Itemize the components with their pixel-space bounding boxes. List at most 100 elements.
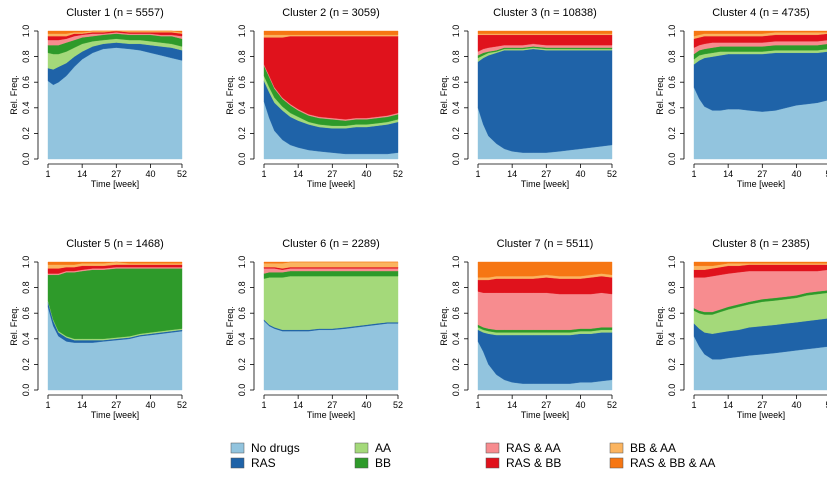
x-tick-label: 52 xyxy=(607,169,617,179)
chart-title: Cluster 2 (n = 3059) xyxy=(282,7,380,19)
area-ras-bb-aa xyxy=(47,261,183,265)
area-ras-bb-aa xyxy=(477,30,613,34)
y-tick-label: 0.6 xyxy=(21,307,31,320)
area-ras-bb-aa xyxy=(263,30,399,35)
x-tick-label: 27 xyxy=(541,169,551,179)
y-tick-label: 1.0 xyxy=(21,25,31,38)
y-tick-label: 0.4 xyxy=(21,102,31,115)
y-tick-label: 0.0 xyxy=(237,153,247,166)
y-tick-label: 0.2 xyxy=(237,358,247,371)
legend-swatch xyxy=(230,442,245,454)
y-tick-label: 0.0 xyxy=(451,384,461,397)
y-tick-label: 0.8 xyxy=(451,281,461,294)
y-tick-label: 0.2 xyxy=(667,127,677,140)
legend-item: RAS & BB xyxy=(485,456,561,470)
x-tick-label: 14 xyxy=(507,400,517,410)
legend-label: RAS & BB xyxy=(506,456,561,470)
chart-title: Cluster 1 (n = 5557) xyxy=(66,7,164,19)
x-axis-label: Time [week] xyxy=(91,179,139,189)
y-axis-label: Rel. Freq. xyxy=(655,75,665,115)
y-tick-label: 0.6 xyxy=(21,76,31,89)
area-ras xyxy=(693,51,827,112)
x-tick-label: 40 xyxy=(791,169,801,179)
x-tick-label: 52 xyxy=(177,169,187,179)
legend-swatch xyxy=(485,457,500,469)
x-tick-label: 27 xyxy=(757,400,767,410)
x-tick-label: 40 xyxy=(575,400,585,410)
x-tick-label: 52 xyxy=(177,400,187,410)
legend-label: BB xyxy=(375,456,391,470)
chart-title: Cluster 6 (n = 2289) xyxy=(282,238,380,250)
x-tick-label: 14 xyxy=(293,169,303,179)
x-axis-label: Time [week] xyxy=(307,179,355,189)
x-tick-label: 1 xyxy=(475,400,480,410)
x-tick-label: 52 xyxy=(393,400,403,410)
y-tick-label: 1.0 xyxy=(21,256,31,269)
y-tick-label: 0.2 xyxy=(21,127,31,140)
y-tick-label: 0.8 xyxy=(21,281,31,294)
x-tick-label: 1 xyxy=(691,169,696,179)
x-tick-label: 1 xyxy=(261,400,266,410)
x-tick-label: 27 xyxy=(757,169,767,179)
legend-item: RAS & AA xyxy=(485,441,561,455)
y-tick-label: 0.0 xyxy=(451,153,461,166)
y-tick-label: 0.2 xyxy=(667,358,677,371)
y-tick-label: 0.0 xyxy=(21,384,31,397)
y-tick-label: 0.6 xyxy=(451,76,461,89)
x-tick-label: 1 xyxy=(475,169,480,179)
x-tick-label: 27 xyxy=(541,400,551,410)
x-axis-label: Time [week] xyxy=(737,410,785,420)
y-tick-label: 0.0 xyxy=(667,153,677,166)
x-tick-label: 40 xyxy=(575,169,585,179)
y-tick-label: 1.0 xyxy=(451,256,461,269)
chart-panel: Cluster 1 (n = 5557) 0.0 0.2 0.4 0.6 0.8 1.0 Re… xyxy=(9,7,187,189)
y-tick-label: 1.0 xyxy=(237,256,247,269)
y-tick-label: 0.6 xyxy=(451,307,461,320)
legend-swatch xyxy=(609,442,624,454)
x-axis-label: Time [week] xyxy=(307,410,355,420)
legend-label: RAS xyxy=(251,456,276,470)
x-tick-label: 14 xyxy=(723,169,733,179)
x-tick-label: 14 xyxy=(293,400,303,410)
legend-item: BB xyxy=(354,456,391,470)
y-tick-label: 0.4 xyxy=(667,102,677,115)
legend-label: BB & AA xyxy=(630,441,676,455)
y-tick-label: 0.4 xyxy=(237,333,247,346)
y-tick-label: 0.6 xyxy=(667,76,677,89)
y-tick-label: 0.8 xyxy=(21,50,31,63)
chart-title: Cluster 4 (n = 4735) xyxy=(712,7,810,19)
y-tick-label: 0.6 xyxy=(237,307,247,320)
legend-label: No drugs xyxy=(251,441,300,455)
area-ras xyxy=(477,329,613,384)
x-tick-label: 1 xyxy=(261,169,266,179)
y-axis-label: Rel. Freq. xyxy=(225,306,235,346)
y-axis-label: Rel. Freq. xyxy=(439,306,449,346)
x-tick-label: 52 xyxy=(393,169,403,179)
x-tick-label: 14 xyxy=(507,169,517,179)
legend-swatch xyxy=(354,442,369,454)
y-tick-label: 0.8 xyxy=(237,281,247,294)
y-tick-label: 0.2 xyxy=(237,127,247,140)
y-tick-label: 0.4 xyxy=(237,102,247,115)
chart-title: Cluster 5 (n = 1468) xyxy=(66,238,164,250)
x-tick-label: 40 xyxy=(145,169,155,179)
legend-swatch xyxy=(230,457,245,469)
y-tick-label: 0.0 xyxy=(237,384,247,397)
x-tick-label: 27 xyxy=(111,400,121,410)
area-ras-bb-aa xyxy=(693,30,827,37)
y-tick-label: 1.0 xyxy=(667,25,677,38)
y-tick-label: 0.4 xyxy=(667,333,677,346)
y-tick-label: 0.8 xyxy=(451,50,461,63)
area-ras-aa xyxy=(477,291,613,330)
x-tick-label: 27 xyxy=(327,169,337,179)
chart-panel: Cluster 6 (n = 2289) 0.0 0.2 0.4 0.6 0.8 1.0 Re… xyxy=(225,238,403,420)
y-tick-label: 0.4 xyxy=(451,333,461,346)
legend-label: AA xyxy=(375,441,391,455)
y-tick-label: 0.8 xyxy=(667,281,677,294)
legend-item: RAS xyxy=(230,456,276,470)
y-tick-label: 1.0 xyxy=(667,256,677,269)
legend-label: RAS & BB & AA xyxy=(630,456,715,470)
x-tick-label: 40 xyxy=(361,400,371,410)
